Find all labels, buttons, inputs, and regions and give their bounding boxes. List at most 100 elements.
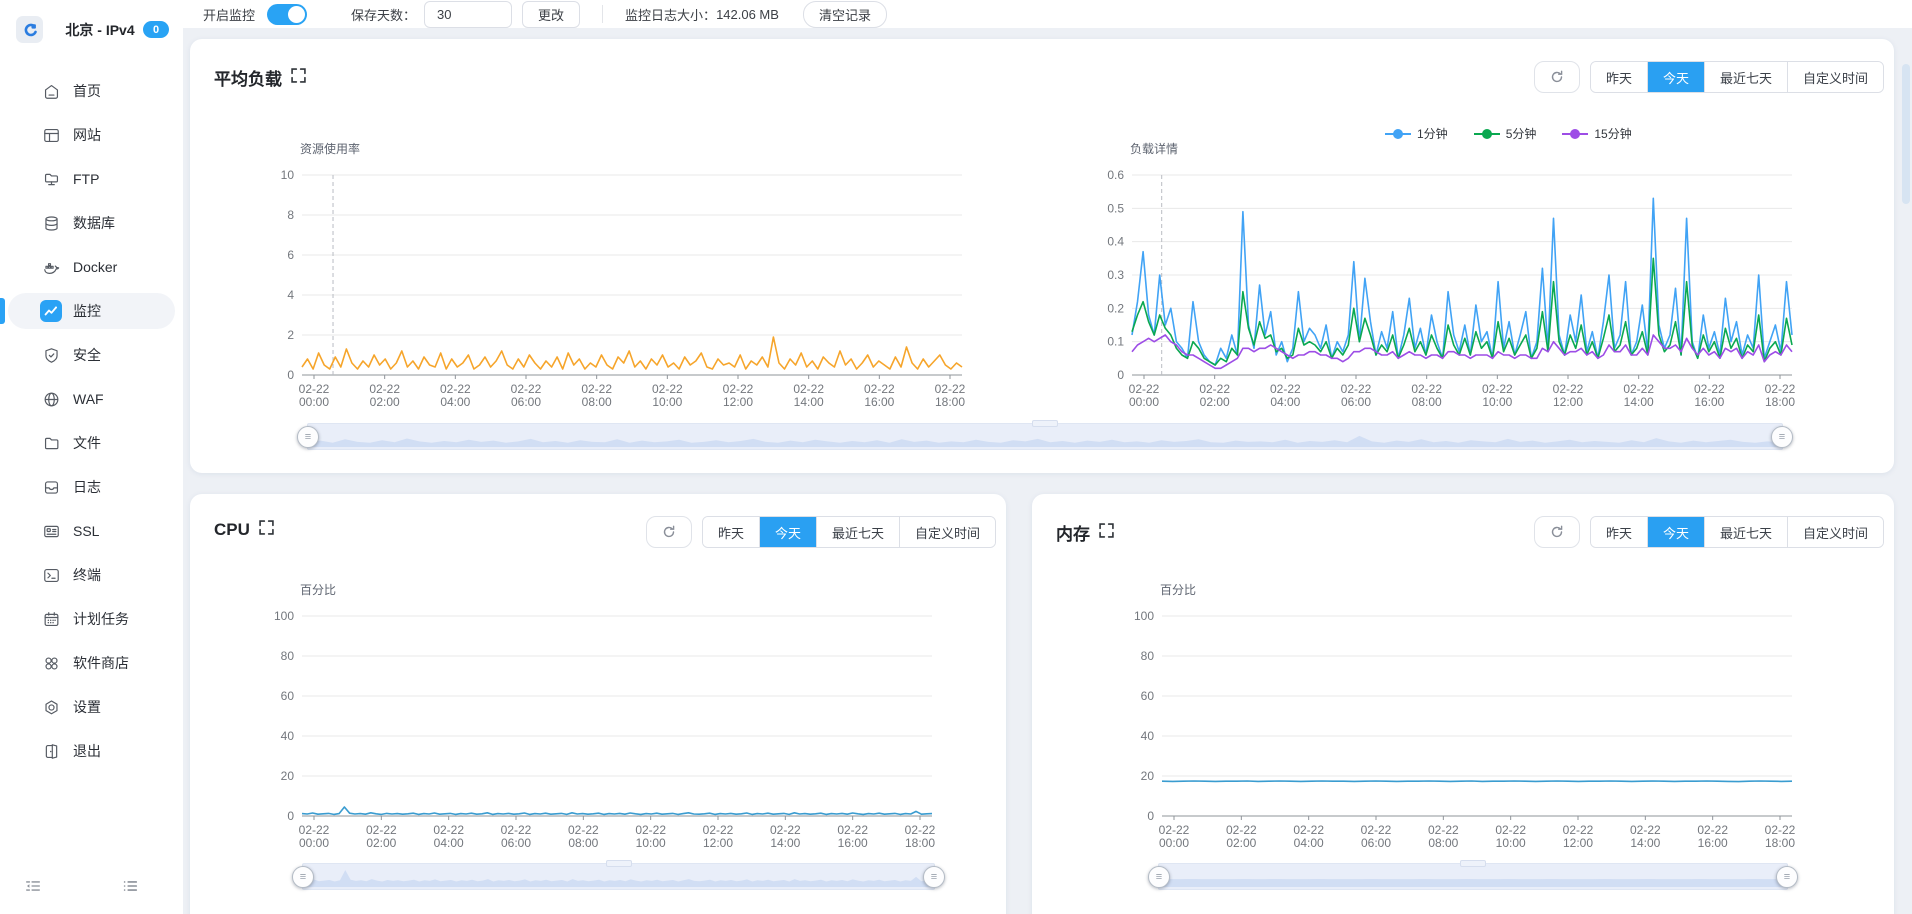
- sidebar-item-logs[interactable]: 日志: [8, 469, 175, 505]
- clear-records-button[interactable]: 清空记录: [802, 0, 887, 28]
- sidebar-item-label: 日志: [73, 479, 101, 495]
- active-indicator: [0, 298, 5, 324]
- svg-text:02-22: 02-22: [837, 823, 868, 837]
- datazoom-grip[interactable]: [1460, 860, 1486, 867]
- sidebar-item-logout[interactable]: 退出: [8, 733, 175, 769]
- legend-item-1min[interactable]: 1分钟: [1385, 125, 1448, 142]
- sidebar-item-monitor[interactable]: 监控: [0, 293, 175, 329]
- svg-text:06:00: 06:00: [1341, 395, 1371, 409]
- files-folder-icon: [40, 432, 62, 454]
- svg-text:02-22: 02-22: [440, 382, 471, 396]
- datazoom-left-handle[interactable]: ≡: [292, 865, 314, 888]
- datazoom-left-handle[interactable]: ≡: [297, 425, 319, 448]
- save-days-input[interactable]: [424, 0, 513, 28]
- app-logo-icon[interactable]: [16, 16, 43, 43]
- time-button-last7days[interactable]: 最近七天: [1703, 62, 1787, 92]
- svg-text:18:00: 18:00: [935, 395, 965, 409]
- security-shield-icon: [40, 344, 62, 366]
- svg-text:00:00: 00:00: [299, 395, 329, 409]
- time-button-custom[interactable]: 自定义时间: [898, 517, 995, 547]
- database-icon: [40, 212, 62, 234]
- expand-icon[interactable]: [1099, 522, 1114, 543]
- sidebar-item-cron[interactable]: 计划任务: [8, 601, 175, 637]
- svg-text:08:00: 08:00: [582, 395, 612, 409]
- sidebar-item-ssl[interactable]: SSL: [8, 513, 175, 549]
- vertical-scrollbar[interactable]: [1902, 64, 1910, 204]
- refresh-button[interactable]: [1533, 61, 1580, 93]
- legend-item-5min[interactable]: 5分钟: [1473, 125, 1536, 142]
- load-datazoom-slider[interactable]: ≡ ≡: [297, 420, 1793, 450]
- cpu-card: CPU 昨天 今天 最近七天 自定义时间 百分比 0 20 40 60 80 100 02-2…: [190, 494, 1006, 914]
- svg-text:02-22: 02-22: [793, 382, 824, 396]
- svg-text:负载详情: 负载详情: [1130, 141, 1178, 156]
- time-button-last7days[interactable]: 最近七天: [815, 517, 899, 547]
- svg-text:08:00: 08:00: [568, 836, 598, 850]
- memory-chart[interactable]: 百分比 0 20 40 60 80 100 02-22 00:00 02-22 02:00 02-22…: [1100, 580, 1800, 865]
- sidebar-item-database[interactable]: 数据库: [8, 205, 175, 241]
- sidebar-item-label: 安全: [73, 347, 101, 363]
- svg-text:12:00: 12:00: [1553, 395, 1583, 409]
- time-button-custom[interactable]: 自定义时间: [1786, 62, 1883, 92]
- sidebar-item-settings[interactable]: 设置: [8, 689, 175, 725]
- load-detail-chart[interactable]: 负载详情 0 0.1 0.2 0.3 0.4 0.5 0.6 02-22 00:00 02-22 02…: [1070, 139, 1800, 424]
- time-button-yesterday[interactable]: 昨天: [702, 517, 759, 547]
- cpu-chart[interactable]: 百分比 0 20 40 60 80 100 02-22 00:00 02-22 02:00 02-22…: [240, 580, 940, 865]
- svg-text:0.3: 0.3: [1107, 268, 1124, 282]
- legend-item-15min[interactable]: 15分钟: [1562, 125, 1632, 142]
- time-button-yesterday[interactable]: 昨天: [1590, 62, 1647, 92]
- svg-text:18:00: 18:00: [1765, 395, 1795, 409]
- notification-badge[interactable]: 0: [143, 21, 169, 38]
- svg-text:10:00: 10:00: [1496, 836, 1526, 850]
- sidebar-item-label: Docker: [73, 259, 118, 275]
- sidebar-item-home[interactable]: 首页: [8, 73, 175, 109]
- datazoom-left-handle[interactable]: ≡: [1148, 865, 1170, 888]
- datazoom-right-handle[interactable]: ≡: [1771, 425, 1793, 448]
- time-button-yesterday[interactable]: 昨天: [1590, 517, 1647, 547]
- svg-text:02-22: 02-22: [366, 823, 397, 837]
- sidebar-item-appstore[interactable]: 软件商店: [8, 645, 175, 681]
- sidebar-item-waf[interactable]: WAF: [8, 381, 175, 417]
- sidebar-item-files[interactable]: 文件: [8, 425, 175, 461]
- svg-text:10:00: 10:00: [652, 395, 682, 409]
- svg-text:02-22: 02-22: [770, 823, 801, 837]
- svg-text:06:00: 06:00: [501, 836, 531, 850]
- time-button-today[interactable]: 今天: [1646, 62, 1704, 92]
- time-button-custom[interactable]: 自定义时间: [1786, 517, 1883, 547]
- time-button-last7days[interactable]: 最近七天: [1703, 517, 1787, 547]
- svg-text:0: 0: [287, 368, 294, 382]
- time-button-today[interactable]: 今天: [758, 517, 816, 547]
- expand-icon[interactable]: [291, 67, 306, 88]
- collapse-menu-icon[interactable]: [24, 877, 42, 900]
- sidebar: 北京 - IPv4 0 首页 网站 FTP 数据库 Docker 监控: [0, 0, 183, 914]
- refresh-button[interactable]: [1533, 516, 1580, 548]
- sidebar-item-ftp[interactable]: FTP: [8, 161, 175, 197]
- sidebar-item-docker[interactable]: Docker: [8, 249, 175, 285]
- svg-text:02-22: 02-22: [935, 382, 966, 396]
- change-button[interactable]: 更改: [522, 0, 581, 28]
- cpu-datazoom-slider[interactable]: ≡ ≡: [292, 860, 945, 890]
- memory-datazoom-slider[interactable]: ≡ ≡: [1148, 860, 1798, 890]
- sidebar-item-security[interactable]: 安全: [8, 337, 175, 373]
- sidebar-item-label: WAF: [73, 391, 104, 407]
- monitor-toggle[interactable]: [267, 3, 308, 25]
- time-button-today[interactable]: 今天: [1646, 517, 1704, 547]
- svg-text:02-22: 02-22: [1482, 382, 1513, 396]
- datazoom-right-handle[interactable]: ≡: [1776, 865, 1798, 888]
- svg-text:02-22: 02-22: [1623, 382, 1654, 396]
- expand-icon[interactable]: [259, 520, 274, 540]
- legend-marker: [1473, 128, 1500, 139]
- svg-text:02-22: 02-22: [1553, 382, 1584, 396]
- datazoom-grip[interactable]: [605, 860, 632, 867]
- datazoom-right-handle[interactable]: ≡: [923, 865, 945, 888]
- sidebar-item-label: 文件: [73, 435, 101, 451]
- refresh-button[interactable]: [645, 516, 692, 548]
- sidebar-item-terminal[interactable]: 终端: [8, 557, 175, 593]
- resource-usage-chart[interactable]: 资源使用率 0 2 4 6 8 10 02-22 00:00 02-22 02:00 02-22 04:…: [240, 139, 970, 424]
- list-menu-icon[interactable]: [121, 877, 139, 900]
- datazoom-grip[interactable]: [1032, 420, 1058, 427]
- sidebar-item-website[interactable]: 网站: [8, 117, 175, 153]
- card-title-text: 平均负载: [214, 70, 282, 89]
- cron-calendar-icon: [40, 608, 62, 630]
- svg-text:02-22: 02-22: [1495, 823, 1526, 837]
- card-title-cpu: CPU: [214, 520, 274, 540]
